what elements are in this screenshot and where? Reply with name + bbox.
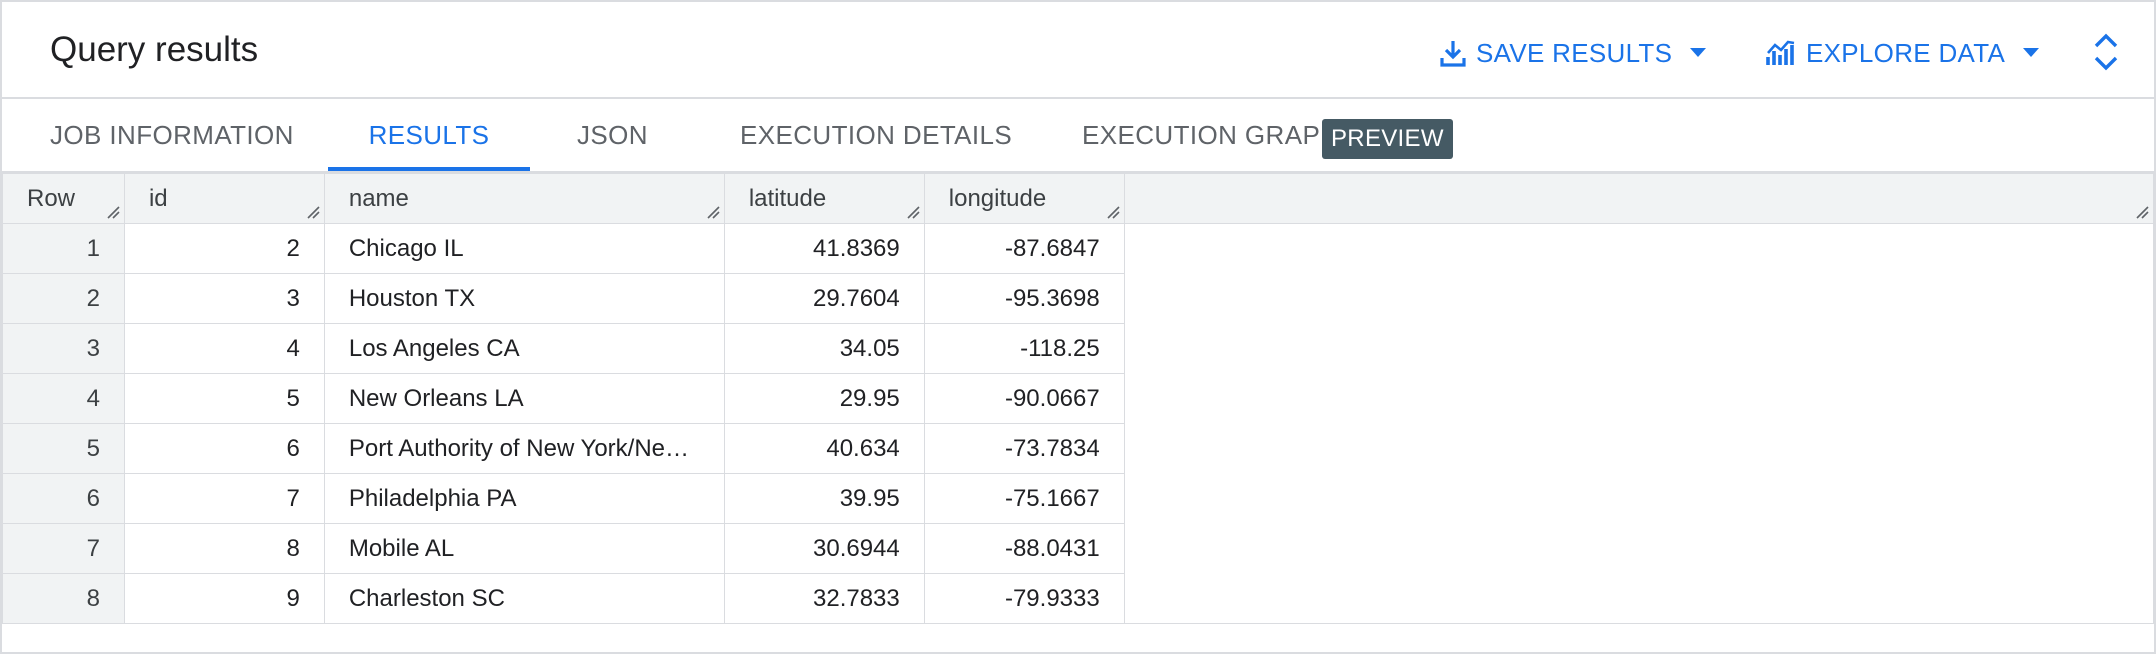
id-cell: 7 — [123, 473, 325, 524]
longitude-cell: -87.6847 — [923, 223, 1125, 274]
latitude-cell: 41.8369 — [723, 223, 925, 274]
latitude-cell: 34.05 — [723, 323, 925, 374]
table-header-row: Row id name latitude longitude — [2, 173, 2155, 224]
longitude-cell: -118.25 — [923, 323, 1125, 374]
latitude-cell: 40.634 — [723, 423, 925, 474]
filler-cell — [1123, 273, 2155, 324]
longitude-cell: -90.0667 — [923, 373, 1125, 424]
id-cell: 6 — [123, 423, 325, 474]
filler-cell — [1123, 523, 2155, 574]
table-row: 6 7 Philadelphia PA 39.95 -75.1667 — [2, 473, 2155, 524]
longitude-cell: -79.9333 — [923, 573, 1125, 624]
name-cell: Charleston SC — [323, 573, 725, 624]
name-cell: Port Authority of New York/Ne… — [323, 423, 725, 474]
results-table: Row id name latitude longitude 1 2 Chica… — [2, 173, 2155, 624]
filler-cell — [1123, 423, 2155, 474]
resize-handle-icon[interactable] — [1106, 205, 1120, 219]
tab-results[interactable]: RESULTS — [328, 99, 530, 171]
resize-handle-icon[interactable] — [2135, 205, 2149, 219]
tab-job-information[interactable]: JOB INFORMATION — [50, 120, 294, 150]
unfold-icon — [2094, 33, 2118, 71]
name-cell: Chicago IL — [323, 223, 725, 274]
save-results-label: SAVE RESULTS — [1476, 37, 1673, 68]
table-row: 2 3 Houston TX 29.7604 -95.3698 — [2, 273, 2155, 324]
latitude-cell: 30.6944 — [723, 523, 925, 574]
expand-collapse-button[interactable] — [2090, 32, 2122, 72]
tab-json[interactable]: JSON — [577, 120, 648, 150]
chevron-down-icon — [1690, 48, 1707, 57]
results-tabs: JOB INFORMATION RESULTS JSON EXECUTION D… — [2, 99, 2154, 173]
row-number-cell: 4 — [2, 373, 125, 424]
filler-cell — [1123, 573, 2155, 624]
row-number-cell: 8 — [2, 573, 125, 624]
row-number-cell: 3 — [2, 323, 125, 374]
longitude-cell: -75.1667 — [923, 473, 1125, 524]
table-row: 8 9 Charleston SC 32.7833 -79.9333 — [2, 573, 2155, 624]
save-results-button[interactable]: SAVE RESULTS — [1440, 32, 1707, 74]
row-number-cell: 1 — [2, 223, 125, 274]
results-table-container: Row id name latitude longitude 1 2 Chica… — [2, 173, 2155, 624]
latitude-cell: 29.7604 — [723, 273, 925, 324]
name-cell: Houston TX — [323, 273, 725, 324]
row-number-cell: 7 — [2, 523, 125, 574]
row-number-cell: 5 — [2, 423, 125, 474]
id-cell: 9 — [123, 573, 325, 624]
column-header-latitude[interactable]: latitude — [723, 173, 925, 224]
table-row: 3 4 Los Angeles CA 34.05 -118.25 — [2, 323, 2155, 374]
name-cell: Mobile AL — [323, 523, 725, 574]
id-cell: 2 — [123, 223, 325, 274]
id-cell: 5 — [123, 373, 325, 424]
filler-cell — [1123, 323, 2155, 374]
id-cell: 3 — [123, 273, 325, 324]
resize-handle-icon[interactable] — [106, 205, 120, 219]
latitude-cell: 39.95 — [723, 473, 925, 524]
column-header-longitude[interactable]: longitude — [923, 173, 1125, 224]
id-cell: 4 — [123, 323, 325, 374]
tab-execution-details[interactable]: EXECUTION DETAILS — [740, 120, 1013, 150]
table-row: 4 5 New Orleans LA 29.95 -90.0667 — [2, 373, 2155, 424]
latitude-cell: 29.95 — [723, 373, 925, 424]
name-cell: New Orleans LA — [323, 373, 725, 424]
explore-data-label: EXPLORE DATA — [1806, 37, 2006, 68]
resize-handle-icon[interactable] — [906, 205, 920, 219]
longitude-cell: -88.0431 — [923, 523, 1125, 574]
page-title: Query results — [50, 30, 259, 69]
latitude-cell: 32.7833 — [723, 573, 925, 624]
resize-handle-icon[interactable] — [706, 205, 720, 219]
download-icon — [1440, 41, 1466, 67]
name-cell: Los Angeles CA — [323, 323, 725, 374]
longitude-cell: -73.7834 — [923, 423, 1125, 474]
explore-data-button[interactable]: EXPLORE DATA — [1766, 32, 2040, 74]
column-header-row[interactable]: Row — [2, 173, 125, 224]
row-number-cell: 2 — [2, 273, 125, 324]
column-header-name[interactable]: name — [323, 173, 725, 224]
results-header: Query results SAVE RESULTS EXPLORE DATA — [2, 2, 2154, 99]
table-row: 7 8 Mobile AL 30.6944 -88.0431 — [2, 523, 2155, 574]
row-number-cell: 6 — [2, 473, 125, 524]
chart-icon — [1766, 40, 1795, 65]
filler-cell — [1123, 223, 2155, 274]
name-cell: Philadelphia PA — [323, 473, 725, 524]
preview-badge: PREVIEW — [1322, 119, 1453, 159]
longitude-cell: -95.3698 — [923, 273, 1125, 324]
column-header-filler — [1123, 173, 2155, 224]
id-cell: 8 — [123, 523, 325, 574]
filler-cell — [1123, 473, 2155, 524]
column-header-id[interactable]: id — [123, 173, 325, 224]
resize-handle-icon[interactable] — [306, 205, 320, 219]
chevron-down-icon — [2023, 48, 2040, 57]
table-row: 1 2 Chicago IL 41.8369 -87.6847 — [2, 223, 2155, 274]
filler-cell — [1123, 373, 2155, 424]
table-row: 5 6 Port Authority of New York/Ne… 40.63… — [2, 423, 2155, 474]
tab-execution-graph[interactable]: EXECUTION GRAPH — [1082, 120, 1340, 150]
